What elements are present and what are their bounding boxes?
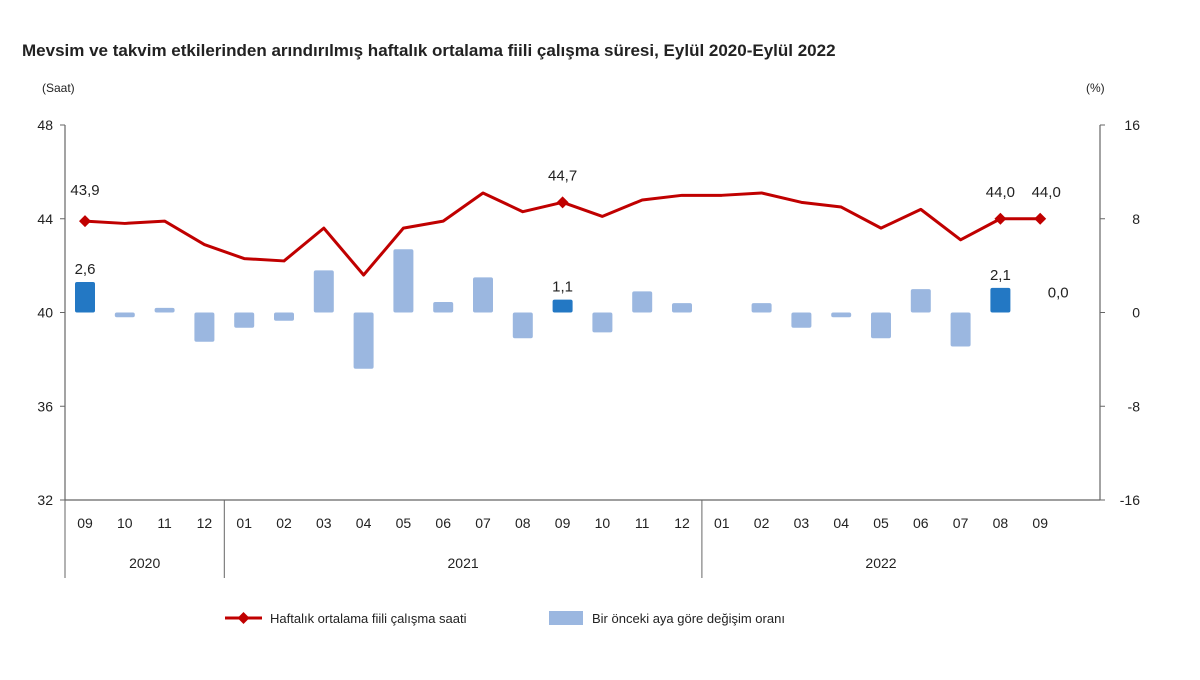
bar-data-label: 1,1 — [552, 279, 573, 296]
right-tick-label: -8 — [1128, 398, 1141, 414]
bar — [592, 312, 613, 333]
bar — [831, 312, 852, 318]
line-marker — [79, 215, 91, 228]
x-tick-label: 04 — [356, 515, 372, 531]
bar — [274, 312, 294, 321]
right-tick-label: 8 — [1132, 211, 1140, 227]
x-tick-label: 01 — [714, 515, 730, 531]
bar — [751, 303, 772, 313]
line-data-label: 43,9 — [70, 182, 99, 199]
x-tick-label: 05 — [873, 515, 889, 531]
x-tick-label: 11 — [157, 515, 172, 531]
bar — [473, 277, 493, 313]
bar — [353, 312, 374, 369]
bar-data-label: 0,0 — [1048, 285, 1069, 302]
x-tick-label: 06 — [435, 515, 451, 531]
bar-data-label: 2,6 — [75, 261, 96, 278]
x-tick-label: 03 — [794, 515, 810, 531]
legend-bar-label: Bir önceki aya göre değişim oranı — [592, 611, 785, 626]
bar — [871, 312, 891, 339]
legend-line-label: Haftalık ortalama fiili çalışma saati — [270, 611, 467, 626]
bar — [672, 303, 692, 313]
x-tick-label: 04 — [833, 515, 849, 531]
line-data-label: 44,0 — [1032, 184, 1061, 201]
line-marker — [1034, 212, 1047, 225]
bar — [234, 312, 255, 328]
bar — [791, 312, 812, 328]
x-tick-label: 08 — [515, 515, 531, 531]
year-label: 2022 — [865, 555, 896, 571]
bar — [393, 249, 414, 313]
right-tick-label: 0 — [1132, 305, 1140, 321]
bar — [552, 299, 573, 313]
year-label: 2021 — [448, 555, 479, 571]
line-data-label: 44,0 — [986, 184, 1015, 201]
x-tick-label: 02 — [754, 515, 770, 531]
x-tick-label: 09 — [555, 515, 571, 531]
right-tick-label: 16 — [1124, 117, 1140, 133]
left-tick-label: 36 — [37, 398, 53, 414]
line-marker — [994, 212, 1007, 225]
legend-bar-swatch — [549, 611, 583, 625]
data-labels: 43,9 44,7 44,0 44,0 2,6 1,1 2,1 0,0 — [70, 167, 1068, 301]
bar — [433, 301, 454, 313]
line-series — [79, 191, 1047, 277]
x-tick-label: 09 — [1032, 515, 1048, 531]
bar — [512, 312, 533, 339]
x-tick-label: 10 — [595, 515, 611, 531]
chart-title: Mevsim ve takvim etkilerinden arındırılm… — [22, 41, 836, 60]
legend: Haftalık ortalama fiili çalışma saati Bi… — [225, 611, 785, 626]
left-axis-unit: (Saat) — [42, 81, 75, 95]
left-tick-label: 32 — [37, 492, 53, 508]
bar — [910, 289, 931, 313]
x-tick-label: 12 — [674, 515, 690, 531]
x-tick-label: 12 — [197, 515, 213, 531]
line-data-label: 44,7 — [548, 167, 577, 184]
right-tick-label: -16 — [1120, 492, 1140, 508]
legend-diamond-marker — [237, 612, 250, 624]
x-tick-label: 01 — [236, 515, 252, 531]
x-tick-label: 06 — [913, 515, 929, 531]
left-tick-label: 44 — [37, 211, 53, 227]
x-tick-label: 03 — [316, 515, 332, 531]
year-label: 2020 — [129, 555, 160, 571]
bar — [75, 282, 95, 313]
bar — [194, 312, 215, 342]
x-tick-label: 09 — [77, 515, 93, 531]
x-tick-label: 07 — [953, 515, 969, 531]
right-axis-unit: (%) — [1086, 81, 1105, 95]
x-tick-label: 05 — [396, 515, 412, 531]
left-tick-label: 48 — [37, 117, 53, 133]
left-tick-label: 40 — [37, 305, 53, 321]
x-tick-label: 02 — [276, 515, 292, 531]
bar — [950, 312, 971, 347]
bar — [154, 307, 175, 313]
bar — [313, 270, 334, 313]
x-tick-label: 07 — [475, 515, 491, 531]
x-tick-label: 08 — [993, 515, 1009, 531]
x-tick-label: 10 — [117, 515, 133, 531]
bar — [990, 287, 1011, 313]
x-tick-label: 11 — [635, 515, 650, 531]
axes: 48 44 40 36 32 16 8 0 -8 -16 09 10 11 12 01 02 03 04 05 06 0… — [37, 117, 1140, 578]
bar-series — [75, 249, 1011, 369]
bar — [114, 312, 135, 318]
line-marker — [556, 196, 569, 209]
bar — [632, 291, 653, 313]
bar-data-label: 2,1 — [990, 267, 1011, 284]
